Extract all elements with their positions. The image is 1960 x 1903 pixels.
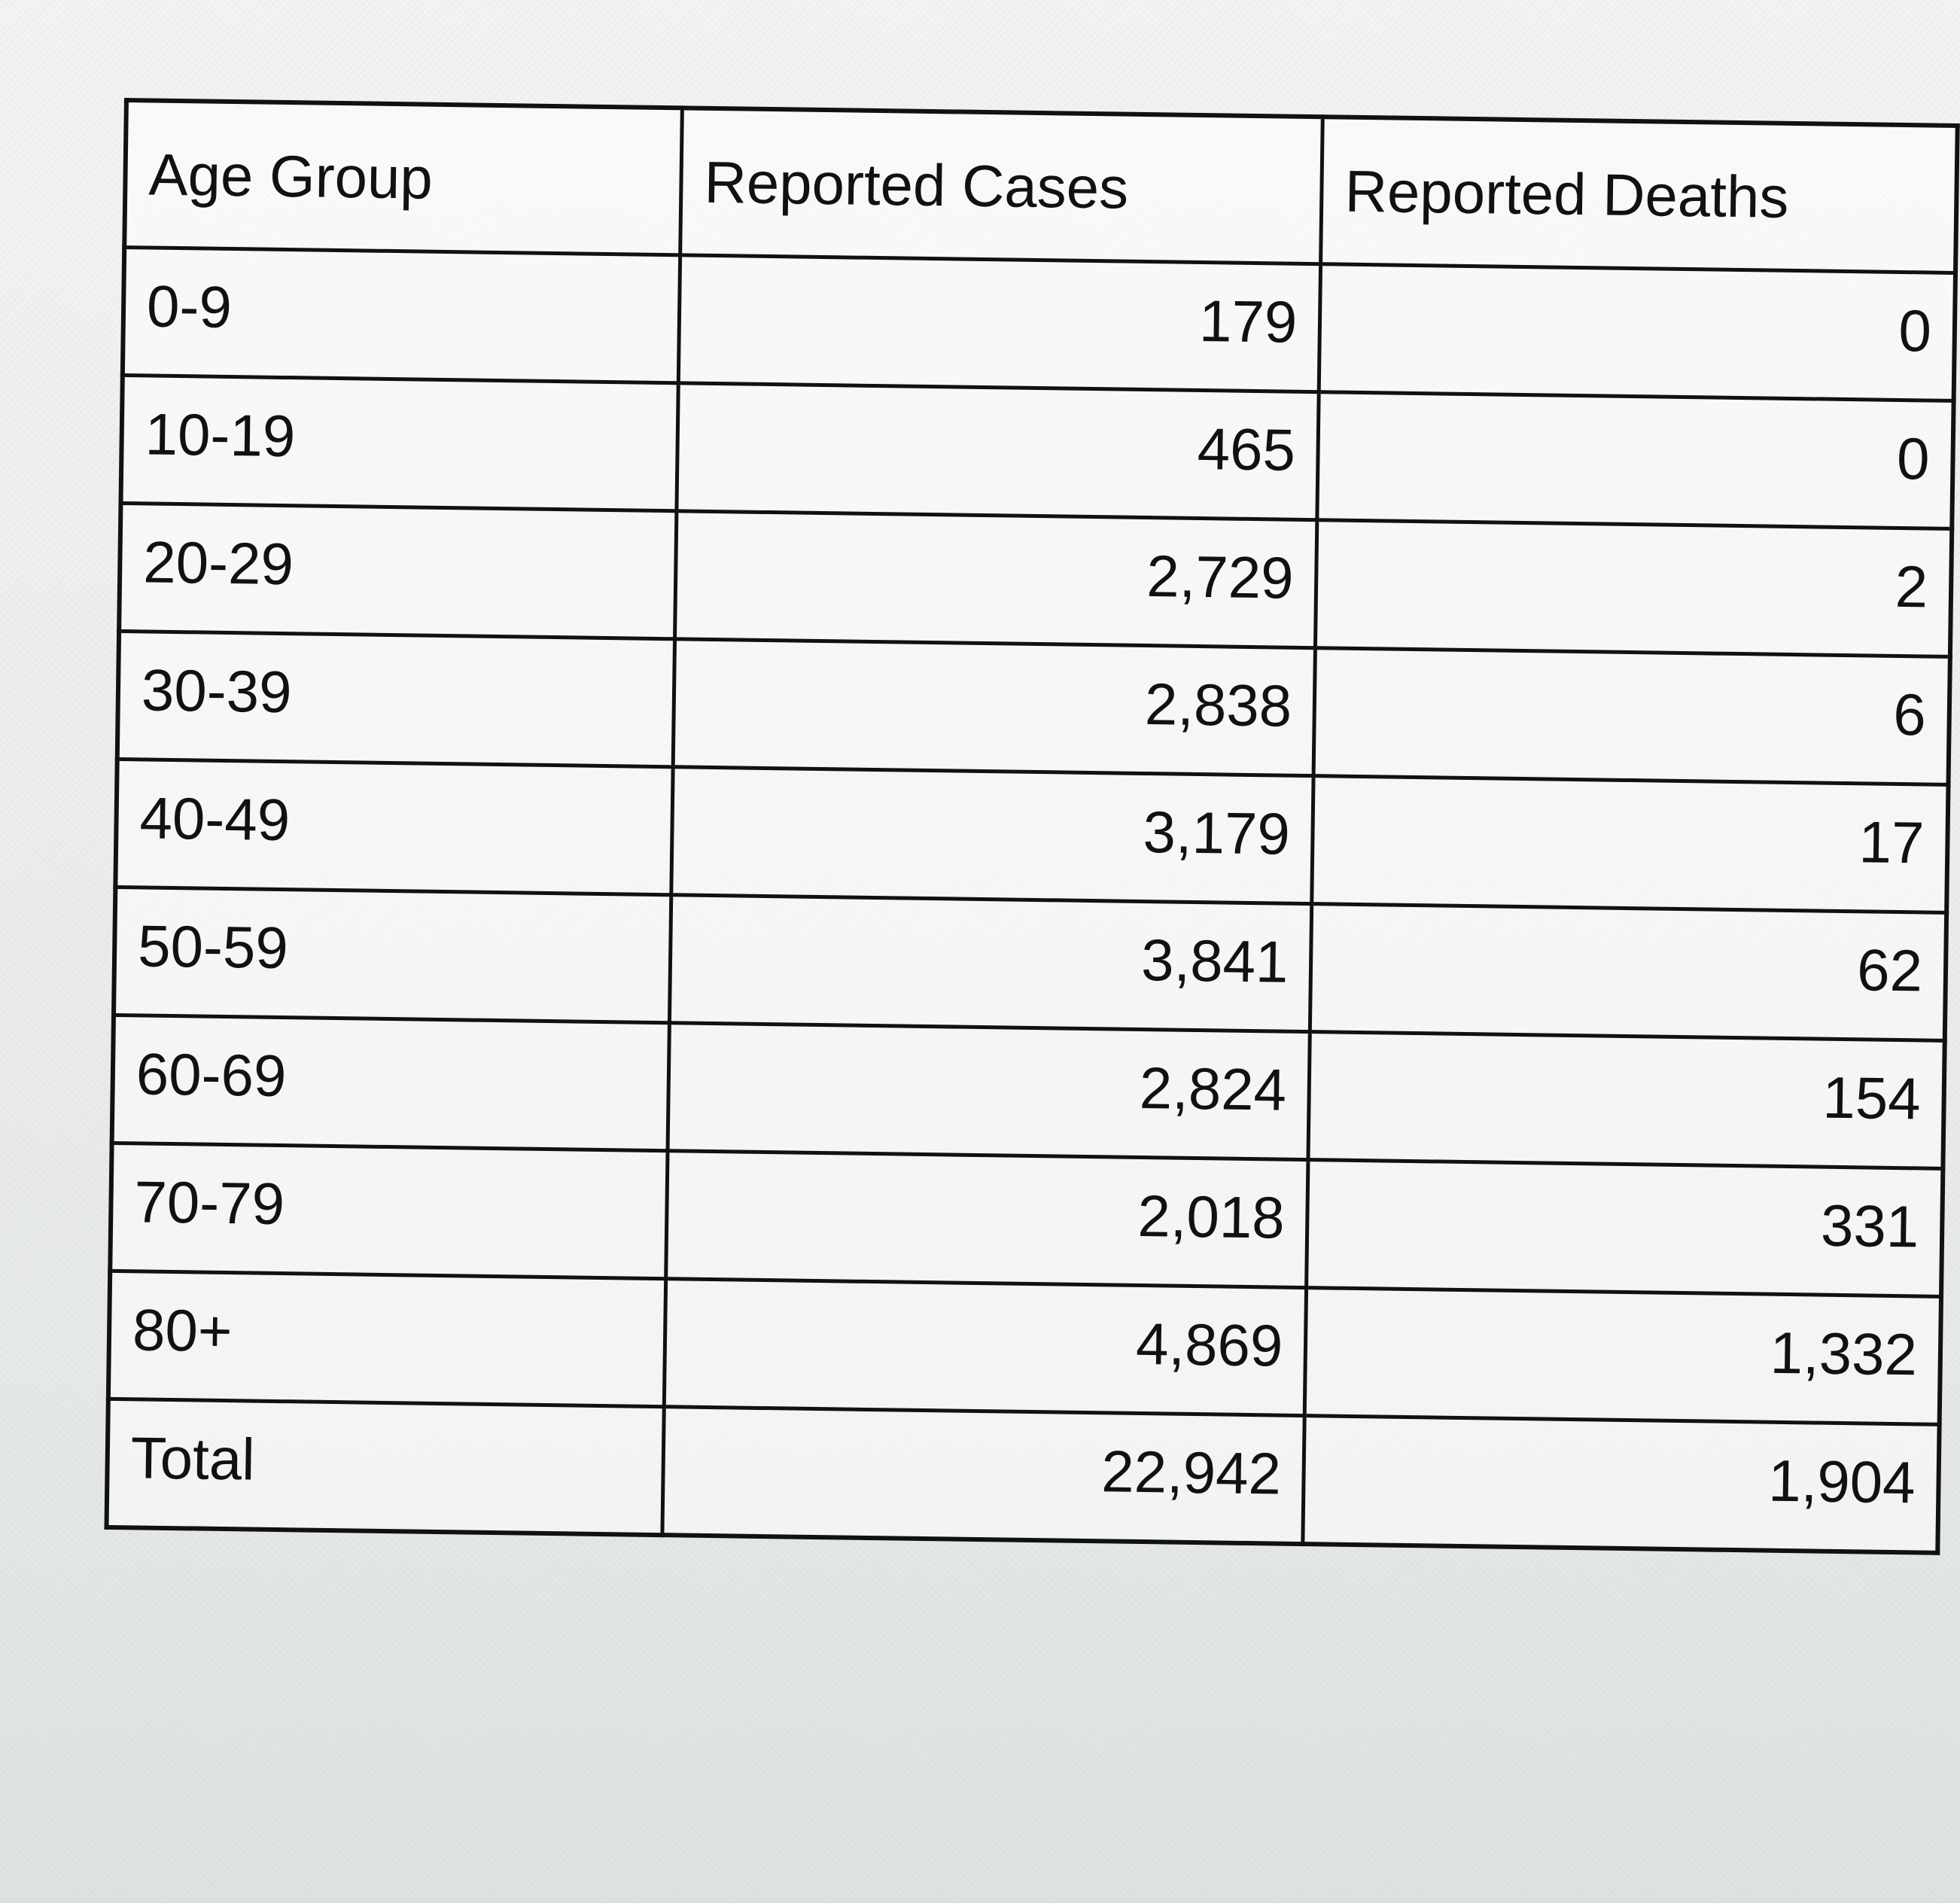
cell-reported-cases: 2,824 (668, 1022, 1310, 1160)
cell-reported-cases: 4,869 (664, 1278, 1307, 1416)
table-row-total: Total 22,942 1,904 (106, 1399, 1940, 1553)
cell-reported-deaths: 331 (1306, 1159, 1943, 1297)
cell-reported-deaths: 6 (1313, 647, 1950, 785)
table-container: Age Group Reported Cases Reported Deaths… (104, 98, 1960, 1555)
cell-reported-deaths: 2 (1315, 519, 1952, 657)
cell-reported-deaths: 1,332 (1304, 1287, 1942, 1425)
cell-age-group: 10-19 (120, 375, 679, 511)
cell-age-group: 60-69 (111, 1015, 670, 1151)
cell-age-group: 40-49 (115, 759, 674, 895)
cell-reported-deaths: 17 (1311, 775, 1949, 913)
table-row: 70-79 2,018 331 (110, 1143, 1943, 1297)
table-row: 30-39 2,838 6 (117, 631, 1950, 785)
cell-age-group: 80+ (108, 1271, 666, 1407)
table-row: 60-69 2,824 154 (111, 1015, 1945, 1169)
cell-reported-cases: 465 (676, 382, 1319, 520)
cell-reported-deaths: 154 (1308, 1031, 1945, 1169)
cell-reported-deaths-total: 1,904 (1303, 1415, 1940, 1553)
table-row: 0-9 179 0 (122, 247, 1955, 401)
age-group-table: Age Group Reported Cases Reported Deaths… (104, 98, 1960, 1555)
table-row: 40-49 3,179 17 (115, 759, 1949, 913)
table-row: 10-19 465 0 (120, 375, 1954, 529)
cell-reported-cases: 179 (678, 254, 1321, 392)
cell-age-group: 70-79 (110, 1143, 668, 1279)
header-reported-deaths: Reported Deaths (1320, 117, 1958, 273)
table-row: 50-59 3,841 62 (113, 887, 1947, 1041)
cell-reported-deaths: 0 (1319, 263, 1955, 401)
cell-reported-cases-total: 22,942 (662, 1406, 1305, 1544)
cell-reported-cases: 3,841 (669, 894, 1312, 1032)
table-row: 20-29 2,729 2 (119, 503, 1952, 657)
header-age-group: Age Group (124, 100, 683, 255)
cell-reported-cases: 2,729 (674, 510, 1318, 648)
cell-age-group-total: Total (106, 1399, 665, 1535)
cell-reported-cases: 2,018 (665, 1150, 1309, 1288)
cell-age-group: 0-9 (122, 247, 680, 383)
cell-reported-deaths: 62 (1310, 903, 1947, 1041)
cell-reported-cases: 3,179 (671, 766, 1314, 904)
table-header-row: Age Group Reported Cases Reported Deaths (124, 100, 1958, 273)
table-row: 80+ 4,869 1,332 (108, 1271, 1942, 1425)
cell-age-group: 50-59 (113, 887, 671, 1023)
cell-age-group: 20-29 (119, 503, 677, 639)
cell-age-group: 30-39 (117, 631, 675, 767)
header-reported-cases: Reported Cases (680, 108, 1323, 264)
cell-reported-deaths: 0 (1317, 391, 1954, 529)
cell-reported-cases: 2,838 (673, 638, 1316, 776)
